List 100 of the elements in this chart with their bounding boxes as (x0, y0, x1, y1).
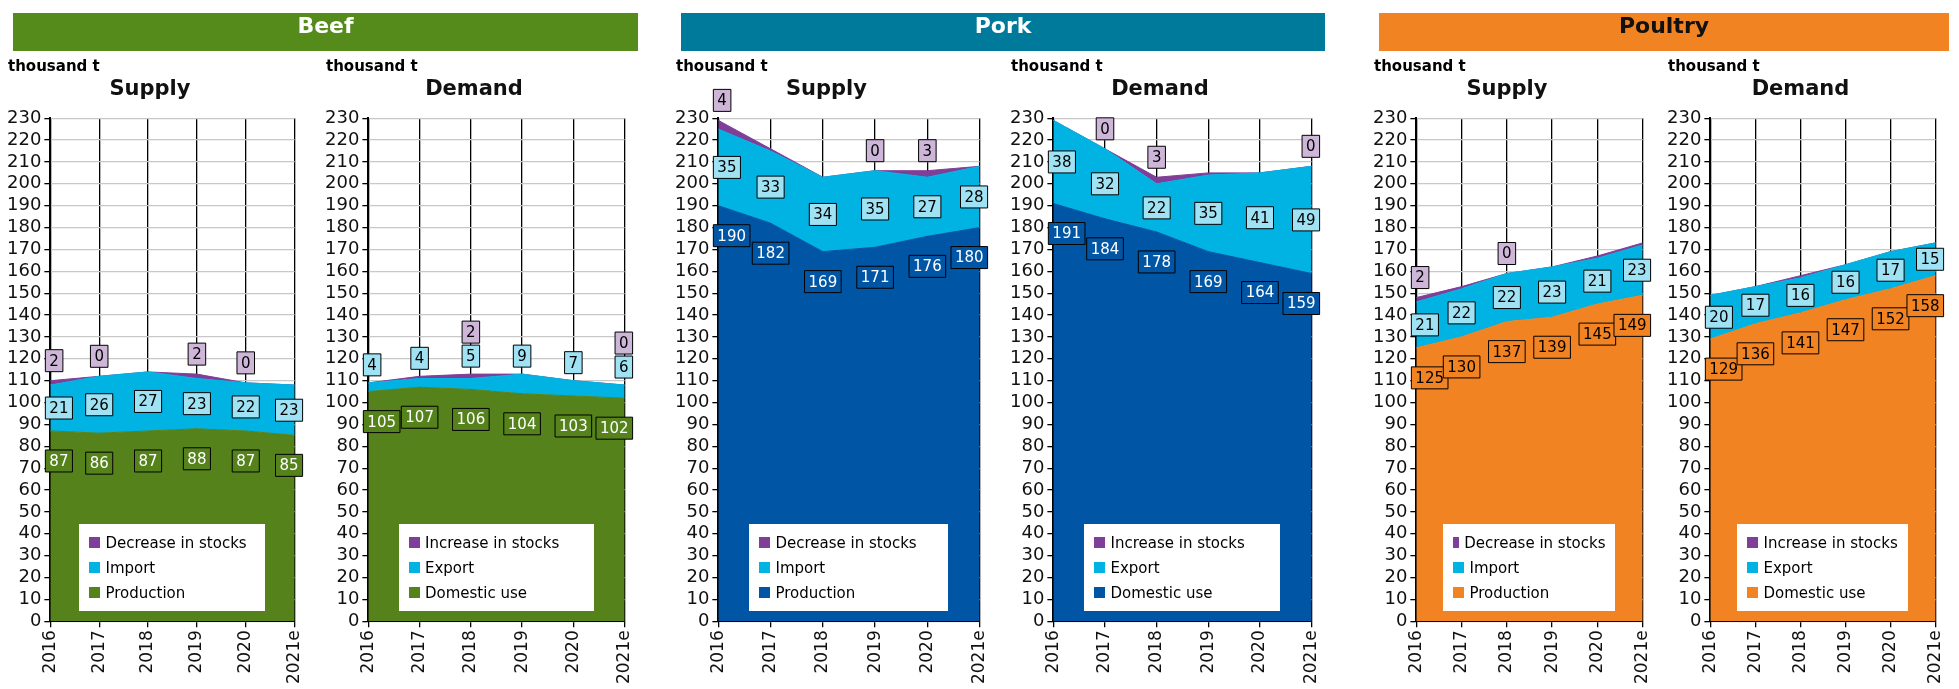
y-tick-label: 120 (1667, 346, 1702, 368)
x-tick-label: 2020 (234, 630, 255, 674)
y-axis-title: thousand t (676, 57, 768, 75)
y-tick-label: 0 (29, 608, 42, 630)
legend-label: Increase in stocks (1110, 533, 1245, 552)
data-label: 4 (717, 91, 727, 110)
x-tick-label: 2016 (706, 630, 727, 674)
y-tick-label: 140 (1010, 302, 1045, 324)
y-tick-label: 100 (675, 390, 710, 412)
y-tick-label: 120 (325, 346, 360, 368)
y-tick-label: 90 (336, 412, 360, 434)
y-tick-label: 20 (686, 565, 710, 587)
chart-subtitle: Poultry (1379, 13, 1949, 51)
data-label: 2 (49, 351, 59, 370)
y-tick-label: 70 (1384, 455, 1408, 477)
y-tick-label: 10 (18, 587, 42, 609)
y-tick-label: 190 (1010, 193, 1045, 215)
data-label: 41 (1250, 208, 1270, 227)
y-tick-label: 160 (675, 258, 710, 280)
y-tick-label: 40 (1384, 521, 1408, 543)
legend-label: Domestic use (1763, 583, 1866, 602)
data-label: 137 (1492, 342, 1522, 361)
y-tick-label: 120 (675, 346, 710, 368)
legend-label: Decrease in stocks (105, 533, 247, 552)
y-tick-label: 70 (18, 455, 42, 477)
x-tick-label: 2018 (459, 630, 480, 674)
y-tick-label: 210 (1373, 149, 1408, 171)
x-tick-label: 2016 (1404, 630, 1425, 674)
data-label: 2 (1415, 268, 1425, 287)
y-tick-label: 80 (336, 433, 360, 455)
y-tick-label: 150 (325, 280, 360, 302)
y-tick-label: 210 (7, 149, 42, 171)
y-tick-label: 170 (1010, 237, 1045, 259)
y-tick-label: 20 (1678, 565, 1702, 587)
y-tick-label: 0 (347, 608, 360, 630)
legend-label: Import (1469, 558, 1520, 577)
y-tick-label: 60 (686, 477, 710, 499)
y-tick-label: 10 (336, 587, 360, 609)
data-label: 191 (1052, 224, 1081, 243)
chart-title: Supply (109, 76, 191, 101)
y-tick-label: 110 (7, 368, 42, 390)
y-tick-label: 140 (325, 302, 360, 324)
y-tick-label: 110 (1667, 368, 1702, 390)
data-label: 0 (1502, 244, 1512, 263)
y-axis-title: thousand t (1668, 57, 1760, 75)
legend-label: Production (1469, 583, 1550, 602)
y-tick-label: 140 (1373, 302, 1408, 324)
data-label: 125 (1415, 368, 1444, 387)
y-tick-label: 210 (1667, 149, 1702, 171)
y-tick-label: 90 (1021, 412, 1045, 434)
y-tick-label: 80 (18, 433, 42, 455)
y-tick-label: 190 (325, 193, 360, 215)
chart-title: Demand (1111, 76, 1209, 101)
y-tick-label: 60 (18, 477, 42, 499)
y-tick-label: 40 (1021, 521, 1045, 543)
legend-label: Import (105, 558, 156, 577)
y-tick-label: 190 (675, 193, 710, 215)
y-tick-label: 160 (7, 258, 42, 280)
y-tick-label: 180 (325, 215, 360, 237)
y-tick-label: 230 (1010, 105, 1045, 127)
y-tick-label: 70 (686, 455, 710, 477)
y-tick-label: 40 (686, 521, 710, 543)
y-tick-label: 30 (336, 543, 360, 565)
data-label: 26 (89, 395, 109, 414)
data-label: 159 (1286, 294, 1316, 313)
y-tick-label: 110 (1373, 368, 1408, 390)
data-label: 0 (94, 347, 104, 366)
data-label: 23 (187, 394, 207, 413)
data-label: 35 (717, 158, 737, 177)
data-label: 180 (954, 248, 984, 267)
y-tick-label: 120 (1010, 346, 1045, 368)
data-label: 129 (1709, 360, 1738, 379)
data-label: 2 (466, 323, 476, 341)
x-tick-label: 2017 (1743, 630, 1764, 674)
data-label: 4 (414, 349, 425, 368)
data-label: 152 (1876, 309, 1905, 328)
y-tick-label: 20 (1021, 565, 1045, 587)
y-tick-label: 100 (1373, 390, 1408, 412)
x-tick-label: 2016 (356, 630, 377, 674)
data-label: 86 (89, 454, 109, 473)
y-tick-label: 30 (1678, 543, 1702, 565)
data-label: 3 (922, 141, 933, 160)
data-label: 107 (405, 408, 434, 427)
y-axis-title: thousand t (1374, 57, 1466, 75)
data-label: 15 (1920, 250, 1940, 269)
y-tick-label: 200 (325, 171, 360, 193)
y-tick-label: 90 (18, 412, 42, 434)
data-label: 145 (1583, 325, 1612, 344)
y-tick-label: 70 (1021, 455, 1045, 477)
data-label: 38 (1052, 152, 1072, 171)
x-tick-label: 2021e (613, 630, 634, 685)
y-tick-label: 160 (1667, 258, 1702, 280)
y-tick-label: 60 (336, 477, 360, 499)
y-tick-label: 50 (1021, 499, 1045, 521)
y-tick-label: 160 (1010, 258, 1045, 280)
data-label: 169 (808, 272, 838, 291)
y-tick-label: 230 (7, 105, 42, 127)
data-label: 2 (192, 345, 202, 363)
y-tick-label: 140 (7, 302, 42, 324)
y-tick-label: 120 (7, 346, 42, 368)
